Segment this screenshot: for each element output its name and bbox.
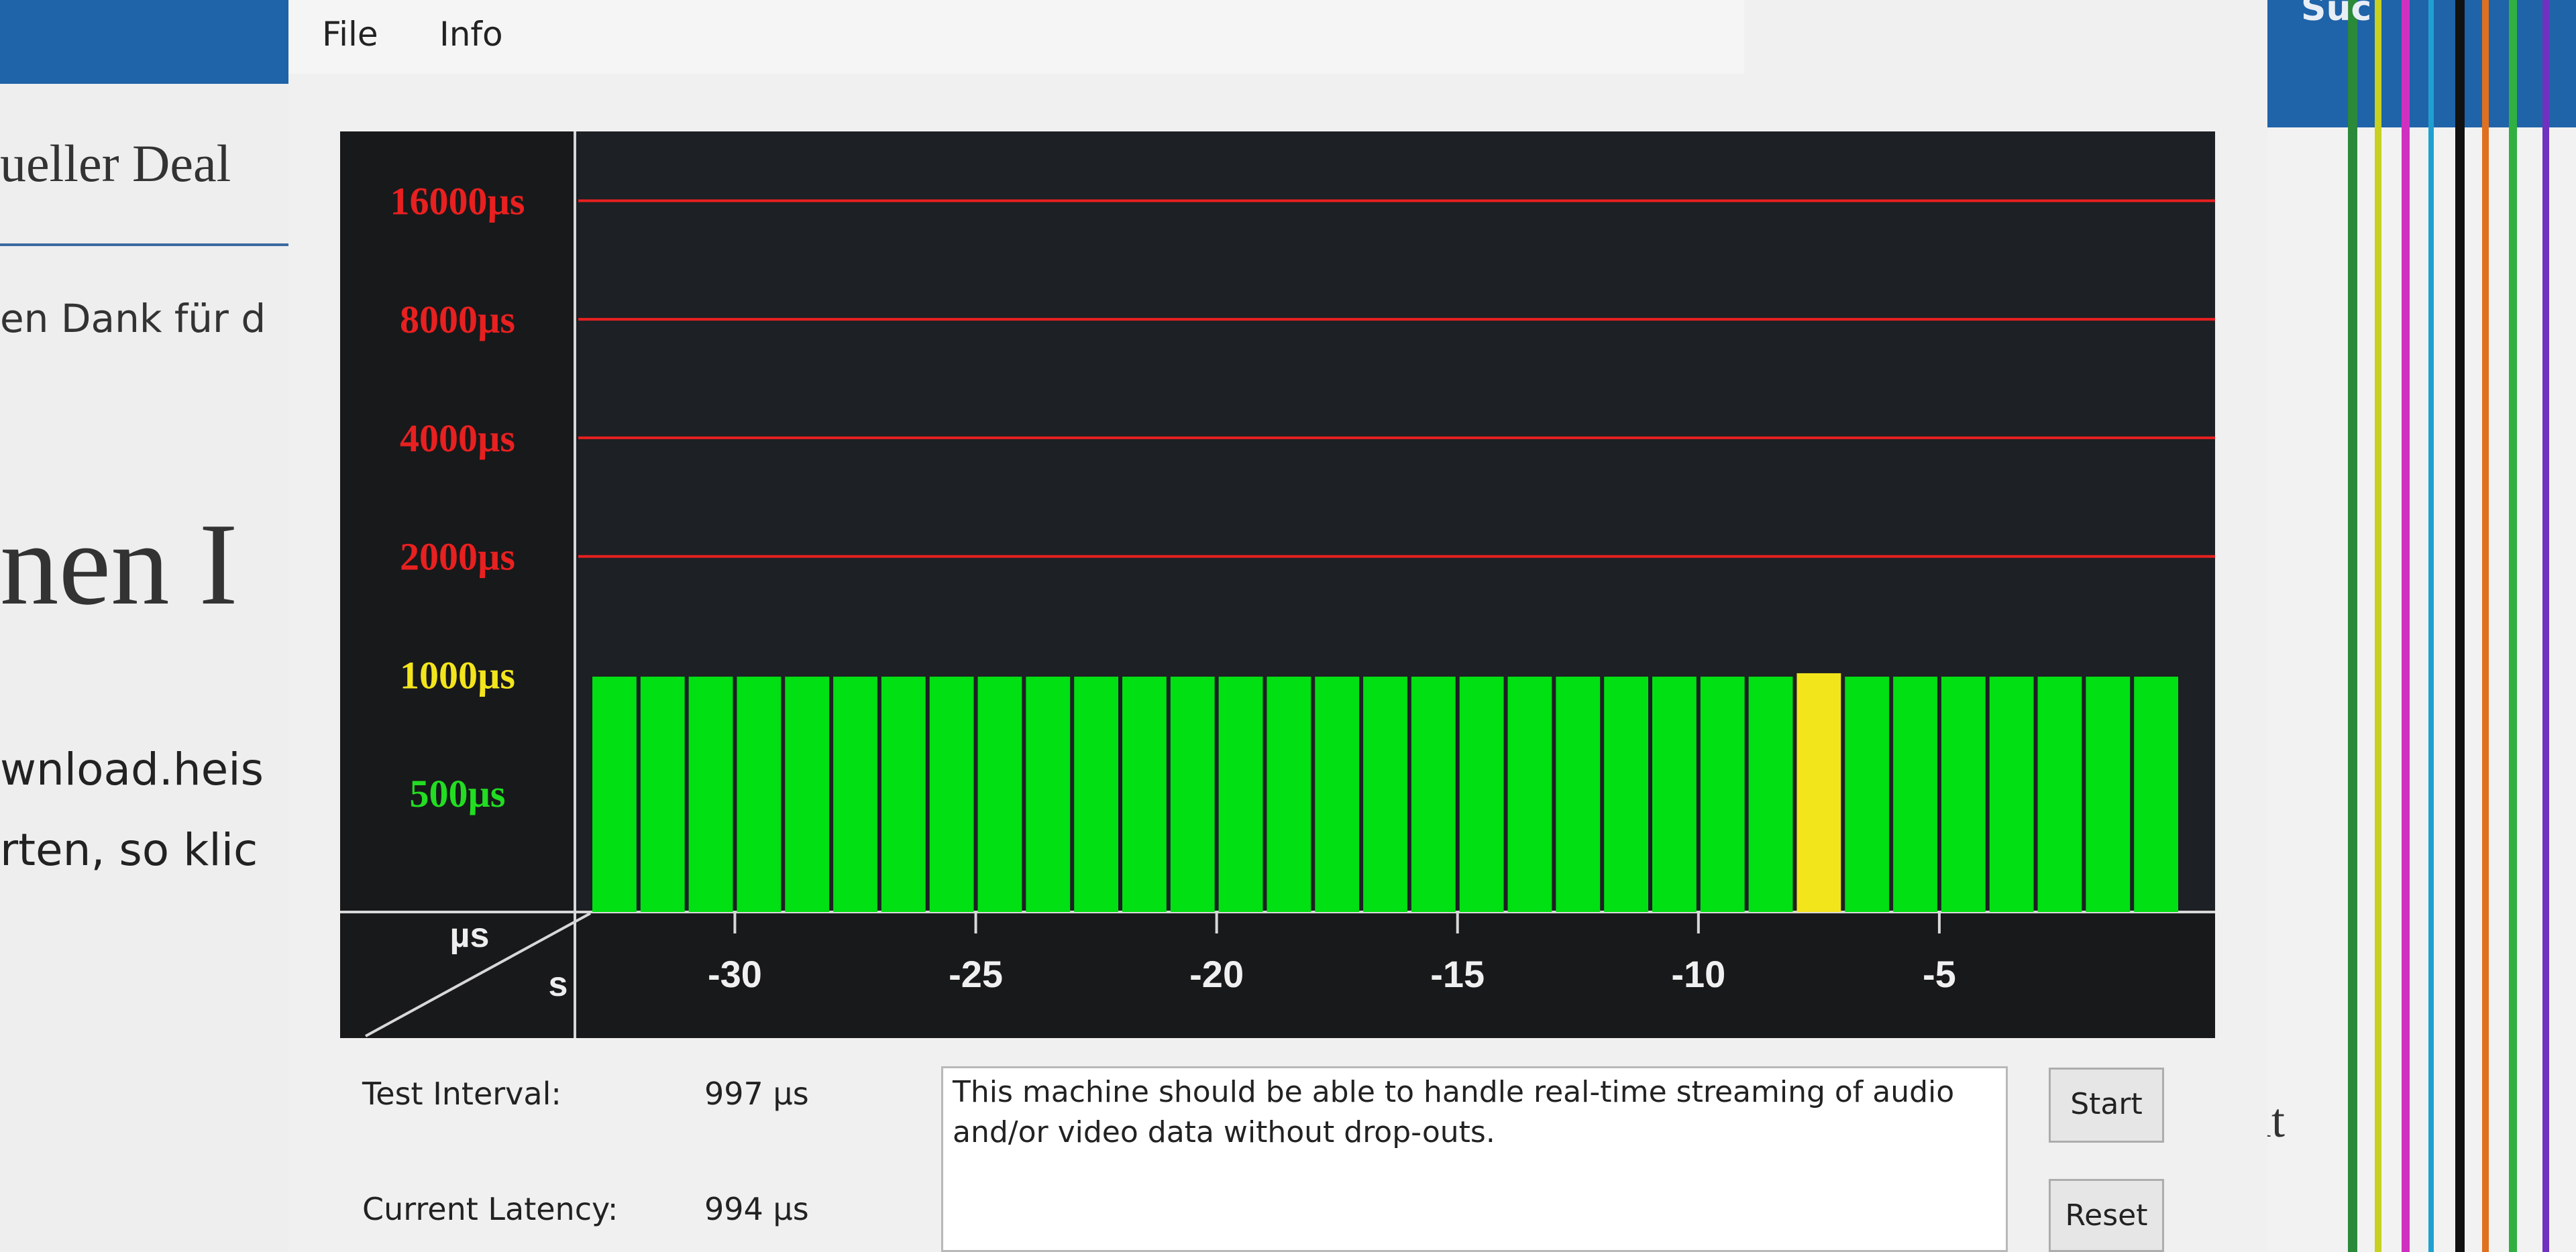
y-tick-label: 2000µs — [400, 535, 515, 579]
value: 997 µs — [704, 1076, 809, 1112]
bar — [737, 677, 782, 912]
x-tick-label: -30 — [708, 953, 762, 995]
bar — [929, 677, 974, 912]
web-header — [0, 0, 288, 84]
bar — [833, 677, 877, 912]
web-right-header — [2267, 0, 2576, 127]
bar — [881, 677, 926, 912]
stripe — [2375, 0, 2381, 1252]
bar — [2086, 677, 2131, 912]
bg-text: nen I — [0, 499, 238, 629]
bar — [2037, 677, 2082, 912]
bar — [592, 677, 637, 912]
web-page — [0, 0, 288, 1252]
menu-item[interactable]: File — [322, 15, 378, 54]
stripe — [2455, 0, 2465, 1252]
bar — [1363, 677, 1407, 912]
message-box: This machine should be able to handle re… — [941, 1066, 2008, 1252]
bar — [1074, 677, 1118, 912]
bar — [1218, 677, 1263, 912]
y-tick-label: 1000µs — [400, 653, 515, 697]
x-tick-label: -15 — [1430, 953, 1485, 995]
x-tick-label: -25 — [949, 953, 1003, 995]
x-tick-label: -10 — [1671, 953, 1725, 995]
bar — [1026, 677, 1071, 912]
bg-text: rten, so klic — [0, 824, 258, 876]
bg-text: en Dank für d — [0, 296, 266, 341]
x-tick-label: -5 — [1923, 953, 1956, 995]
bar — [1267, 677, 1311, 912]
bar — [1700, 677, 1745, 912]
bar — [1459, 677, 1504, 912]
bar — [1556, 677, 1601, 912]
bar — [1411, 677, 1456, 912]
value: 994 µs — [704, 1191, 809, 1227]
bar — [2134, 677, 2178, 912]
bar — [1748, 677, 1793, 912]
y-unit-label: µs — [450, 916, 490, 955]
bar — [1893, 677, 1937, 912]
bar — [1989, 677, 2034, 912]
bar — [1652, 677, 1697, 912]
y-tick-label: 500µs — [410, 772, 506, 815]
reset-button[interactable]: Reset — [2049, 1179, 2164, 1252]
stripe — [2509, 0, 2517, 1252]
bar — [1507, 677, 1552, 912]
x-unit-label: s — [549, 965, 568, 1004]
menu-bar — [288, 0, 1744, 74]
bar — [1845, 677, 1890, 912]
y-tick-label: 8000µs — [400, 298, 515, 341]
stripe — [2402, 0, 2410, 1252]
label: Current Latency: — [362, 1191, 619, 1227]
y-tick-label: 4000µs — [400, 416, 515, 460]
stripe — [2348, 0, 2357, 1252]
stripes — [2348, 0, 2549, 1252]
bar — [785, 677, 830, 912]
corner-diagonal — [365, 912, 591, 1037]
bar — [977, 677, 1022, 912]
bar — [1122, 677, 1167, 912]
label: Test Interval: — [362, 1076, 561, 1112]
bar — [1604, 677, 1648, 912]
stripe — [2542, 0, 2549, 1252]
bar — [1170, 677, 1215, 912]
start-button[interactable]: Start — [2049, 1068, 2164, 1143]
bar — [1941, 677, 1986, 912]
bar — [640, 677, 685, 912]
web-right — [2267, 0, 2576, 1252]
stripe — [2482, 0, 2489, 1252]
bar — [1796, 673, 1841, 912]
bar — [688, 677, 733, 912]
stripe — [2428, 0, 2434, 1252]
x-tick-label: -20 — [1189, 953, 1244, 995]
menu-item[interactable]: Info — [439, 15, 503, 54]
bg-text: wnload.heis — [0, 744, 264, 795]
bg-text: Suc — [2301, 0, 2371, 29]
bar — [1315, 677, 1360, 912]
bg-text: ueller Deal — [0, 134, 231, 192]
y-tick-label: 16000µs — [390, 179, 525, 223]
